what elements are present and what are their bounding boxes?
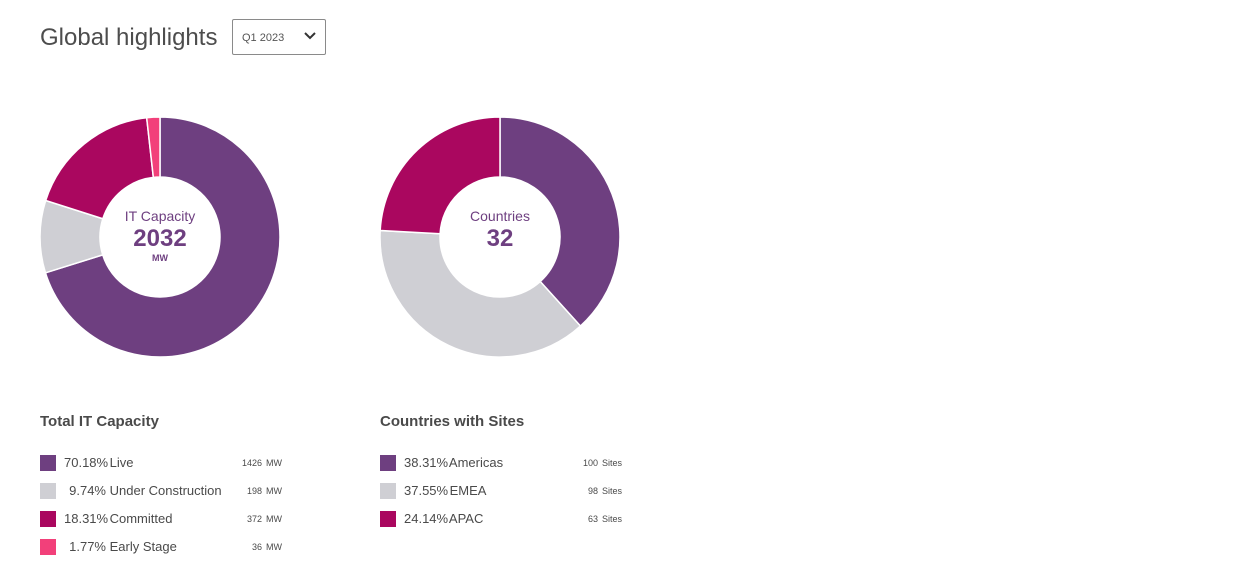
period-select-value: Q1 2023 <box>242 32 285 44</box>
legend-amount-value: 1426 <box>241 458 262 468</box>
legend-label: 37.55% EMEA <box>404 483 486 498</box>
countries-donut-chart: Countries 32 <box>379 116 621 358</box>
legend-amount: 36 MW <box>252 542 282 552</box>
legend-percent: 38.31% <box>404 455 449 470</box>
it-capacity-legend-title: Total IT Capacity <box>40 413 159 430</box>
legend-swatch <box>40 455 56 471</box>
slice-early-stage[interactable] <box>145 116 161 179</box>
legend-amount: 100 Sites <box>583 458 622 468</box>
legend-amount-value: 36 <box>251 542 262 552</box>
legend-percent: 9.74% <box>69 483 106 498</box>
legend-amount: 98 Sites <box>588 486 622 496</box>
legend-amount-unit: MW <box>266 514 282 524</box>
it-capacity-center-label: IT Capacity <box>125 208 196 224</box>
legend-name: Early Stage <box>106 539 177 554</box>
legend-row: 38.31% Americas 100 Sites <box>380 453 622 481</box>
slice-emea[interactable] <box>379 229 582 358</box>
legend-amount-value: 372 <box>246 514 262 524</box>
legend-percent: 37.55% <box>404 483 449 498</box>
legend-amount-value: 98 <box>587 486 598 496</box>
legend-name: Under Construction <box>106 483 222 498</box>
countries-center-value: 32 <box>487 225 514 252</box>
legend-label: 24.14% APAC <box>404 511 483 526</box>
legend-swatch <box>40 511 56 527</box>
legend-swatch <box>380 511 396 527</box>
legend-amount: 198 MW <box>247 486 282 496</box>
legend-amount-unit: Sites <box>601 458 622 468</box>
legend-name: Live <box>106 455 134 470</box>
it-capacity-slices <box>39 116 281 358</box>
legend-amount-value: 100 <box>582 458 598 468</box>
legend-row: 70.18% Live 1426 MW <box>40 453 282 481</box>
legend-row: 37.55% EMEA 98 Sites <box>380 481 622 509</box>
legend-percent: 18.31% <box>64 511 109 526</box>
slice-americas[interactable] <box>499 116 621 328</box>
legend-amount: 372 MW <box>247 514 282 524</box>
legend-name: EMEA <box>446 483 487 498</box>
legend-percent: 70.18% <box>64 455 109 470</box>
page-title: Global highlights <box>40 24 218 51</box>
it-capacity-legend: 70.18% Live 1426 MW 9.74% Under Constructio… <box>40 453 282 565</box>
legend-amount-unit: MW <box>266 458 282 468</box>
legend-swatch <box>40 483 56 499</box>
legend-amount: 1426 MW <box>242 458 282 468</box>
it-capacity-donut-chart: IT Capacity 2032 MW <box>39 116 281 358</box>
legend-amount-value: 63 <box>587 514 598 524</box>
legend-amount-unit: Sites <box>601 486 622 496</box>
slice-live[interactable] <box>44 116 281 358</box>
legend-label: 9.74% Under Construction <box>64 483 222 498</box>
legend-label: 1.77% Early Stage <box>64 539 177 554</box>
countries-slices <box>379 116 621 358</box>
period-select[interactable]: Q1 2023 <box>232 19 326 55</box>
countries-legend-title: Countries with Sites <box>380 413 525 430</box>
legend-percent: 1.77% <box>69 539 106 554</box>
legend-amount-value: 198 <box>246 486 262 496</box>
legend-name: Committed <box>106 511 173 526</box>
legend-swatch <box>40 539 56 555</box>
legend-swatch <box>380 455 396 471</box>
legend-percent: 24.14% <box>404 511 449 526</box>
legend-name: APAC <box>446 511 484 526</box>
legend-amount-unit: MW <box>266 542 282 552</box>
chevron-down-icon <box>304 32 316 40</box>
slice-committed[interactable] <box>44 116 155 220</box>
legend-amount: 63 Sites <box>588 514 622 524</box>
legend-row: 1.77% Early Stage 36 MW <box>40 537 282 565</box>
legend-amount-unit: Sites <box>601 514 622 524</box>
legend-label: 18.31% Committed <box>64 511 172 526</box>
legend-row: 9.74% Under Construction 198 MW <box>40 481 282 509</box>
legend-swatch <box>380 483 396 499</box>
countries-legend: 38.31% Americas 100 Sites 37.55% EMEA 98 Site… <box>380 453 622 537</box>
countries-center-label: Countries <box>470 208 530 224</box>
legend-name: Americas <box>446 455 504 470</box>
legend-label: 38.31% Americas <box>404 455 503 470</box>
it-capacity-center-unit: MW <box>152 253 168 263</box>
legend-row: 18.31% Committed 372 MW <box>40 509 282 537</box>
legend-amount-unit: MW <box>266 486 282 496</box>
legend-row: 24.14% APAC 63 Sites <box>380 509 622 537</box>
slice-apac[interactable] <box>379 116 501 235</box>
it-capacity-center-value: 2032 <box>133 225 186 252</box>
legend-label: 70.18% Live <box>64 455 133 470</box>
